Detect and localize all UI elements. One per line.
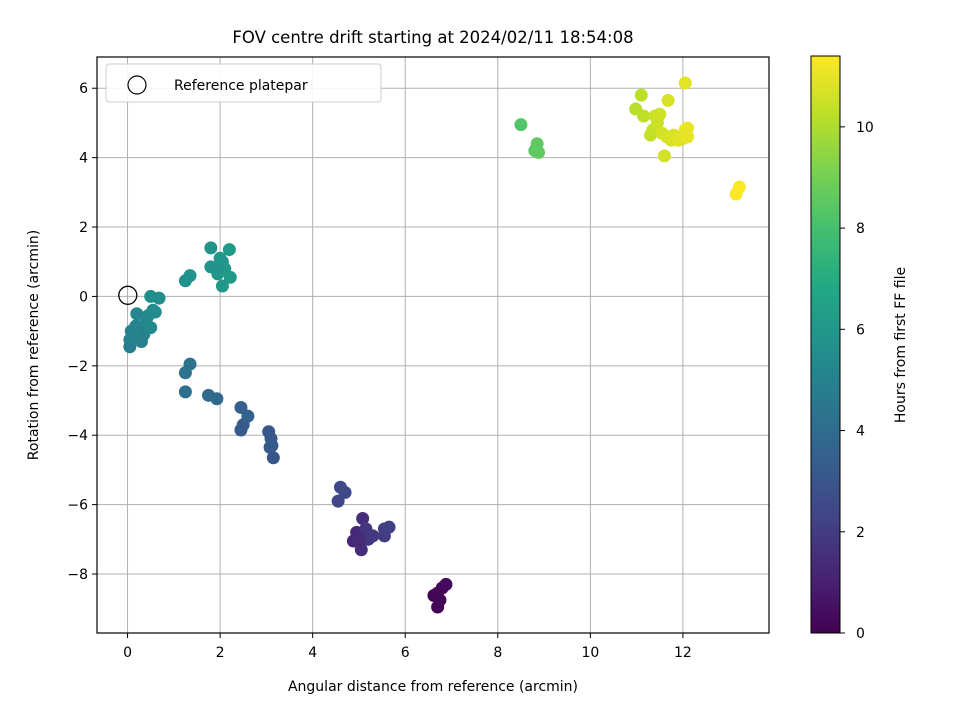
scatter-point bbox=[634, 88, 648, 102]
scatter-point bbox=[183, 269, 197, 283]
y-tick-label: 2 bbox=[79, 220, 88, 236]
scatter-point bbox=[211, 260, 225, 274]
y-tick-label: −8 bbox=[67, 567, 88, 583]
y-tick-label: −4 bbox=[67, 428, 88, 444]
x-tick-label: 8 bbox=[493, 645, 502, 661]
colorbar-tick-label: 8 bbox=[856, 221, 865, 237]
scatter-point bbox=[148, 305, 162, 319]
colorbar-gradient bbox=[810, 55, 841, 634]
scatter-point bbox=[637, 109, 651, 123]
plot-frame bbox=[96, 56, 770, 634]
legend-box bbox=[105, 63, 382, 103]
x-tick-label: 12 bbox=[674, 645, 692, 661]
scatter-point bbox=[265, 439, 279, 453]
legend-marker-reference bbox=[127, 75, 147, 95]
scatter-point bbox=[183, 357, 197, 371]
scatter-point bbox=[338, 485, 352, 499]
scatter-point bbox=[144, 321, 158, 335]
scatter-point bbox=[204, 241, 218, 255]
legend-label-reference: Reference platepar bbox=[174, 78, 308, 94]
scatter-point bbox=[266, 451, 280, 465]
data-points bbox=[123, 76, 746, 614]
y-axis-ticks: −8 −6 −4 −2 0 2 4 6 bbox=[67, 81, 97, 583]
scatter-point bbox=[210, 392, 224, 406]
colorbar-tick-label: 6 bbox=[856, 322, 865, 338]
scatter-point bbox=[382, 520, 396, 534]
scatter-point bbox=[223, 270, 237, 284]
scatter-point bbox=[431, 586, 445, 600]
x-tick-label: 6 bbox=[401, 645, 410, 661]
x-axis-label: Angular distance from reference (arcmin) bbox=[288, 679, 578, 695]
y-tick-label: 0 bbox=[79, 289, 88, 305]
x-tick-label: 2 bbox=[216, 645, 225, 661]
colorbar-tick-label: 0 bbox=[856, 626, 865, 642]
scatter-point bbox=[366, 529, 380, 543]
reference-platepar-marker bbox=[118, 285, 138, 305]
y-tick-label: 6 bbox=[79, 81, 88, 97]
scatter-point bbox=[657, 149, 671, 163]
scatter-point bbox=[215, 279, 229, 293]
scatter-point bbox=[439, 577, 453, 591]
scatter-point bbox=[331, 494, 345, 508]
colorbar-tick-label: 2 bbox=[856, 525, 865, 541]
scatter-point bbox=[352, 532, 366, 546]
x-tick-label: 0 bbox=[123, 645, 132, 661]
y-axis-label: Rotation from reference (arcmin) bbox=[26, 230, 42, 460]
colorbar-label: Hours from first FF file bbox=[893, 267, 909, 423]
scatter-point bbox=[681, 121, 695, 135]
x-axis-ticks: 0 2 4 6 8 10 12 bbox=[123, 633, 692, 661]
colorbar-tick-label: 10 bbox=[856, 120, 874, 136]
scatter-point bbox=[532, 145, 546, 159]
scatter-point bbox=[732, 180, 746, 194]
scatter-point bbox=[356, 511, 370, 525]
colorbar-ticks: 0 2 4 6 8 10 bbox=[840, 120, 874, 642]
scatter-point bbox=[178, 385, 192, 399]
scatter-point bbox=[661, 93, 675, 107]
scatter-point bbox=[653, 107, 667, 121]
chart-title: FOV centre drift starting at 2024/02/11 … bbox=[232, 28, 633, 47]
scatter-point bbox=[127, 322, 141, 336]
scatter-point bbox=[241, 409, 255, 423]
legend: Reference platepar bbox=[105, 63, 382, 103]
x-tick-label: 10 bbox=[581, 645, 599, 661]
colorbar-tick-label: 4 bbox=[856, 424, 865, 440]
y-tick-label: −2 bbox=[67, 359, 88, 375]
scatter-point bbox=[354, 543, 368, 557]
y-tick-label: 4 bbox=[79, 151, 88, 167]
scatter-point bbox=[130, 307, 144, 321]
grid bbox=[97, 57, 769, 633]
scatter-point bbox=[234, 400, 248, 414]
scatter-point bbox=[152, 291, 166, 305]
scatter-point bbox=[678, 76, 692, 90]
x-tick-label: 4 bbox=[308, 645, 317, 661]
scatter-point bbox=[514, 118, 528, 132]
colorbar: 0 2 4 6 8 10 Hours from first FF file bbox=[810, 55, 909, 642]
y-tick-label: −6 bbox=[67, 498, 88, 514]
scatter-point bbox=[222, 243, 236, 257]
